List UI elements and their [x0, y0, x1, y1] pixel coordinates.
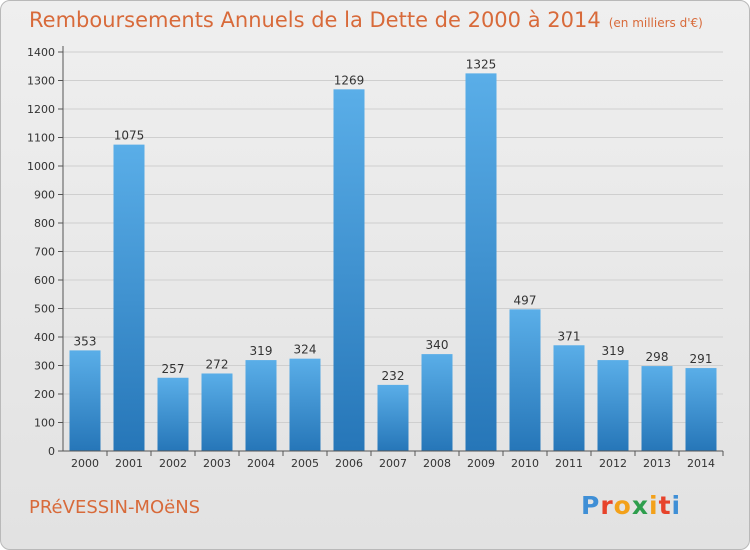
x-tick-label: 2001 [115, 457, 143, 470]
y-tick-label: 1400 [27, 46, 55, 59]
bar-2013 [641, 366, 673, 451]
data-label-2001: 1075 [114, 129, 145, 143]
chart-title: Remboursements Annuels de la Dette de 20… [29, 8, 703, 32]
bar-2003 [201, 373, 233, 451]
x-tick-label: 2014 [687, 457, 715, 470]
y-tick-label: 1100 [27, 132, 55, 145]
proxiti-logo: Proxiti [581, 491, 682, 520]
data-label-2002: 257 [162, 362, 185, 376]
y-tick-label: 100 [34, 417, 55, 430]
x-tick-label: 2012 [599, 457, 627, 470]
x-tick-label: 2005 [291, 457, 319, 470]
x-tick-label: 2003 [203, 457, 231, 470]
data-label-2005: 324 [294, 343, 317, 357]
bar-2005 [289, 358, 321, 451]
bar-2008 [421, 354, 453, 451]
data-label-2010: 497 [514, 293, 537, 307]
y-tick-label: 1000 [27, 160, 55, 173]
data-label-2004: 319 [250, 344, 273, 358]
bar-2006 [333, 89, 365, 452]
y-tick-label: 800 [34, 217, 55, 230]
y-tick-label: 0 [48, 445, 55, 458]
y-tick-label: 900 [34, 189, 55, 202]
bar-2000 [69, 350, 101, 451]
title-text: Remboursements Annuels de la Dette de 20… [29, 8, 601, 32]
x-tick-label: 2009 [467, 457, 495, 470]
bar-2009 [465, 73, 497, 451]
y-tick-label: 400 [34, 331, 55, 344]
data-label-2006: 1269 [334, 73, 365, 87]
x-tick-label: 2010 [511, 457, 539, 470]
x-tick-label: 2004 [247, 457, 275, 470]
y-tick-label: 1300 [27, 75, 55, 88]
data-label-2003: 272 [206, 357, 229, 371]
y-tick-label: 500 [34, 303, 55, 316]
data-label-2009: 1325 [466, 57, 497, 71]
commune-name: PRéVESSIN-MOëNS [29, 497, 201, 518]
bar-2011 [553, 345, 585, 451]
bar-2010 [509, 309, 541, 451]
y-tick-label: 200 [34, 388, 55, 401]
bar-2007 [377, 384, 409, 451]
bar-2004 [245, 360, 277, 451]
x-tick-label: 2011 [555, 457, 583, 470]
data-label-2011: 371 [558, 329, 581, 343]
bar-2002 [157, 377, 189, 451]
y-tick-label: 300 [34, 360, 55, 373]
data-label-2014: 291 [690, 352, 713, 366]
bars: 353 1075 257 272 319 324 1269 232 340 1325 497 371 3… [69, 57, 717, 452]
axes: 0 100 200 300 400 500 600 700 800 900 1000 1100 1200… [27, 46, 724, 470]
y-tick-label: 700 [34, 246, 55, 259]
x-tick-label: 2000 [71, 457, 99, 470]
data-label-2013: 298 [646, 350, 669, 364]
x-tick-label: 2008 [423, 457, 451, 470]
x-tick-label: 2013 [643, 457, 671, 470]
bar-2012 [597, 360, 629, 451]
data-label-2008: 340 [426, 338, 449, 352]
bar-2001 [113, 144, 145, 451]
y-tick-label: 1200 [27, 103, 55, 116]
y-tick-label: 600 [34, 274, 55, 287]
bar-2014 [685, 368, 717, 451]
data-label-2012: 319 [602, 344, 625, 358]
x-tick-label: 2007 [379, 457, 407, 470]
data-label-2007: 232 [382, 369, 405, 383]
x-tick-label: 2006 [335, 457, 363, 470]
data-label-2000: 353 [74, 334, 97, 348]
x-tick-label: 2002 [159, 457, 187, 470]
title-unit: (en milliers d'€) [608, 16, 703, 30]
